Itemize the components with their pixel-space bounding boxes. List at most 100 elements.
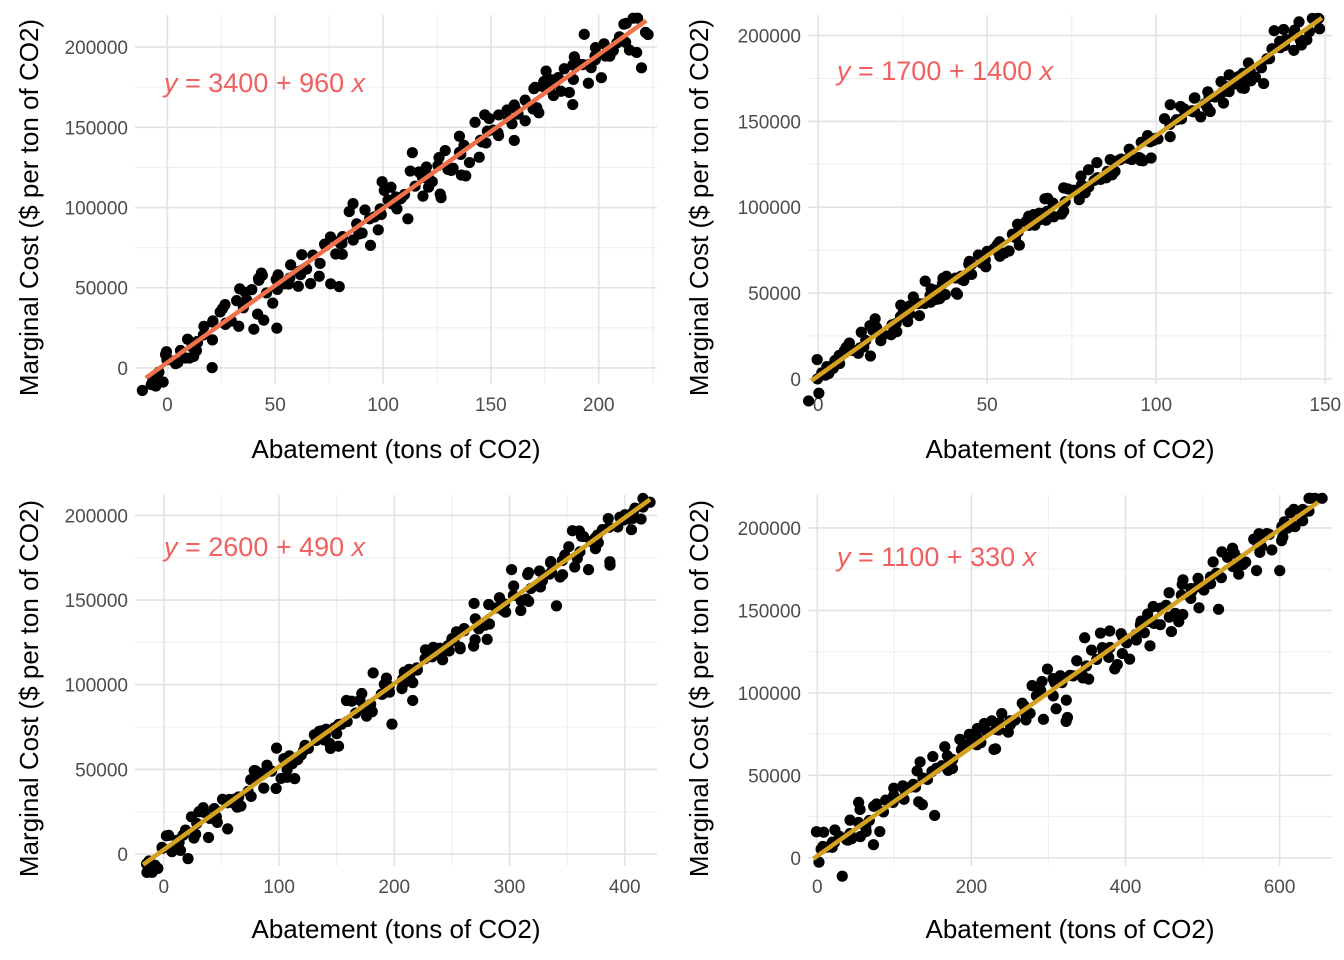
data-point bbox=[818, 826, 830, 838]
x-tick-label: 100 bbox=[263, 877, 295, 898]
y-tick-label: 200000 bbox=[65, 38, 128, 59]
data-point bbox=[1303, 492, 1315, 504]
data-point bbox=[554, 571, 566, 583]
chart-bottom-right: 0 200 400 600 0 50000 100000 150000 200000 y = 11… bbox=[684, 492, 1332, 944]
data-point bbox=[493, 109, 505, 121]
data-point bbox=[618, 18, 630, 30]
data-point bbox=[1050, 703, 1062, 715]
data-point bbox=[1111, 658, 1123, 671]
data-point bbox=[1082, 164, 1095, 176]
data-point bbox=[1138, 627, 1150, 639]
data-point bbox=[844, 814, 856, 826]
data-point bbox=[469, 116, 481, 128]
data-point bbox=[460, 170, 472, 182]
data-point bbox=[582, 77, 594, 89]
data-point bbox=[439, 144, 451, 157]
data-point bbox=[1207, 556, 1219, 568]
data-point bbox=[198, 320, 210, 333]
x-axis-title: Abatement (tons of CO2) bbox=[251, 434, 540, 464]
x-tick-label: 200 bbox=[378, 877, 410, 898]
data-point bbox=[469, 634, 481, 646]
data-point bbox=[874, 825, 886, 838]
data-point bbox=[272, 269, 284, 281]
data-point bbox=[188, 832, 200, 844]
data-point bbox=[939, 741, 951, 753]
data-point bbox=[854, 803, 866, 816]
data-point bbox=[468, 597, 480, 610]
data-point bbox=[533, 107, 545, 119]
data-point bbox=[463, 156, 476, 169]
x-axis-title: Abatement (tons of CO2) bbox=[251, 914, 540, 944]
data-point bbox=[1177, 608, 1189, 621]
gridlines bbox=[808, 495, 1332, 866]
data-point bbox=[289, 773, 301, 785]
data-point bbox=[602, 512, 614, 525]
y-tick-label: 0 bbox=[790, 370, 801, 391]
data-point bbox=[1091, 157, 1103, 169]
data-point bbox=[505, 563, 518, 576]
data-point bbox=[385, 181, 397, 193]
y-tick-label: 50000 bbox=[75, 760, 128, 781]
data-point bbox=[372, 224, 384, 236]
y-tick-label: 150000 bbox=[65, 118, 128, 139]
data-point bbox=[483, 618, 496, 630]
data-point bbox=[1060, 715, 1072, 727]
data-point bbox=[1188, 92, 1200, 104]
data-point bbox=[1035, 684, 1047, 697]
data-point bbox=[271, 322, 283, 334]
data-point bbox=[453, 130, 466, 142]
data-point bbox=[1037, 713, 1050, 725]
data-point bbox=[356, 687, 368, 700]
regression-equation: y = 2600 + 490 x bbox=[162, 532, 367, 562]
data-point bbox=[1079, 632, 1091, 644]
data-point bbox=[1193, 602, 1205, 614]
data-point bbox=[1144, 640, 1156, 652]
data-point bbox=[285, 259, 297, 271]
regression-line bbox=[812, 500, 1320, 861]
data-point bbox=[248, 323, 260, 335]
regression-line bbox=[141, 497, 652, 867]
data-point bbox=[356, 227, 368, 239]
data-point bbox=[939, 289, 951, 301]
data-point bbox=[1195, 111, 1207, 123]
data-point bbox=[160, 830, 172, 842]
data-point bbox=[1277, 531, 1289, 543]
data-point bbox=[888, 782, 900, 794]
data-point bbox=[1238, 82, 1250, 94]
gridlines bbox=[808, 15, 1332, 384]
data-point bbox=[802, 395, 815, 407]
data-point bbox=[891, 326, 903, 338]
data-point bbox=[1289, 521, 1301, 533]
data-point bbox=[1268, 25, 1280, 37]
x-tick-label: 0 bbox=[812, 877, 823, 898]
data-point bbox=[245, 790, 257, 803]
y-tick-label: 150000 bbox=[738, 112, 801, 133]
data-point bbox=[402, 213, 414, 225]
data-point bbox=[1165, 625, 1178, 638]
data-point bbox=[1036, 675, 1048, 688]
data-point bbox=[202, 831, 215, 844]
data-point bbox=[533, 565, 546, 577]
y-tick-label: 50000 bbox=[75, 279, 128, 300]
data-point bbox=[426, 176, 438, 188]
data-point bbox=[1258, 77, 1270, 90]
data-point bbox=[206, 362, 218, 374]
equation-x-var: x bbox=[350, 532, 367, 562]
data-point bbox=[434, 188, 446, 200]
data-point bbox=[589, 42, 602, 54]
data-point bbox=[927, 750, 939, 763]
data-point bbox=[582, 564, 595, 576]
y-tick-label: 200000 bbox=[738, 519, 801, 540]
data-point bbox=[417, 190, 429, 202]
data-point bbox=[642, 28, 654, 41]
x-tick-label: 50 bbox=[265, 395, 286, 416]
y-axis-title: Marginal Cost ($ per ton of CO2) bbox=[684, 19, 714, 396]
x-axis-title: Abatement (tons of CO2) bbox=[925, 434, 1214, 464]
data-point bbox=[324, 231, 337, 243]
data-point bbox=[569, 561, 581, 573]
equation-body: = 2600 + 490 bbox=[178, 532, 352, 562]
data-point bbox=[522, 566, 535, 579]
equation-y-var: y bbox=[162, 532, 179, 562]
x-tick-label: 400 bbox=[1110, 877, 1142, 898]
data-point bbox=[555, 85, 567, 97]
